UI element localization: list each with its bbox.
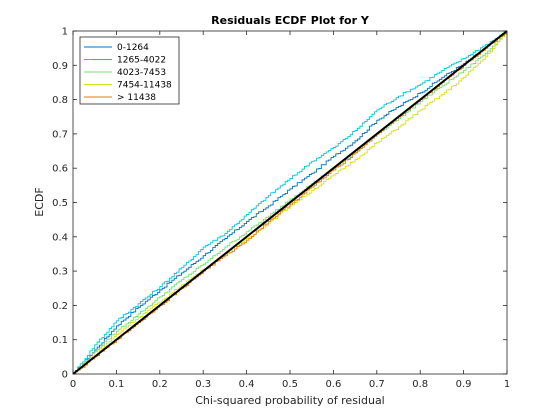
legend-label-3: 4023-7453 (117, 68, 166, 78)
y-tick-label: 0.8 (52, 95, 68, 106)
y-tick-label: 0.4 (52, 232, 68, 243)
y-tick-label: 0.9 (52, 61, 68, 72)
series-line-3 (73, 31, 508, 375)
x-axis-title: Chi-squared probability of residual (195, 394, 385, 407)
reference-line (72, 30, 508, 375)
y-tick-label: 0.7 (52, 129, 68, 140)
series-line-2 (73, 31, 508, 375)
legend-label-5: > 11438 (117, 93, 156, 103)
legend-items: 0-1264 1265-4022 4023-7453 7454-11438 > 1143… (84, 43, 172, 103)
x-tick-label: 1 (504, 379, 510, 390)
y-tick-label: 0 (62, 370, 68, 381)
y-tick-labels: 0 0.1 0.2 0.3 0.4 0.5 0.6 0.7 0.8 0.9 1 (52, 27, 68, 381)
legend-label-1: 0-1264 (117, 43, 149, 53)
x-tick-label: 0.7 (369, 379, 385, 390)
y-tick-label: 0.3 (52, 267, 68, 278)
x-tick-labels: 0 0.1 0.2 0.3 0.4 0.5 0.6 0.7 0.8 0.9 1 (70, 379, 510, 390)
x-tick-label: 0.4 (239, 379, 255, 390)
x-tick-label: 0.1 (108, 379, 124, 390)
legend-label-2: 1265-4022 (117, 56, 166, 66)
x-tick-label: 0.8 (412, 379, 428, 390)
x-tick-label: 0 (70, 379, 76, 390)
y-tick-label: 0.5 (52, 198, 68, 209)
x-tick-label: 0.2 (152, 379, 168, 390)
x-tick-label: 0.3 (195, 379, 211, 390)
y-tick-label: 0.1 (52, 335, 68, 346)
series-lines (72, 30, 508, 375)
x-tick-label: 0.9 (456, 379, 472, 390)
y-tick-label: 1 (62, 27, 68, 38)
chart-title: Residuals ECDF Plot for Y (211, 14, 370, 27)
y-tick-label: 0.6 (52, 164, 68, 175)
tick-marks (72, 30, 508, 375)
legend: 0-1264 1265-4022 4023-7453 7454-11438 > 1143… (79, 36, 180, 105)
series-line-4 (73, 31, 508, 375)
x-tick-label: 0.6 (325, 379, 341, 390)
legend-label-4: 7454-11438 (117, 81, 172, 91)
series-line-1 (73, 31, 508, 375)
y-tick-label: 0.2 (52, 301, 68, 312)
x-tick-label: 0.5 (282, 379, 298, 390)
y-axis-title: ECDF (33, 187, 46, 216)
plot-frame (72, 30, 508, 375)
legend-box (79, 36, 180, 105)
